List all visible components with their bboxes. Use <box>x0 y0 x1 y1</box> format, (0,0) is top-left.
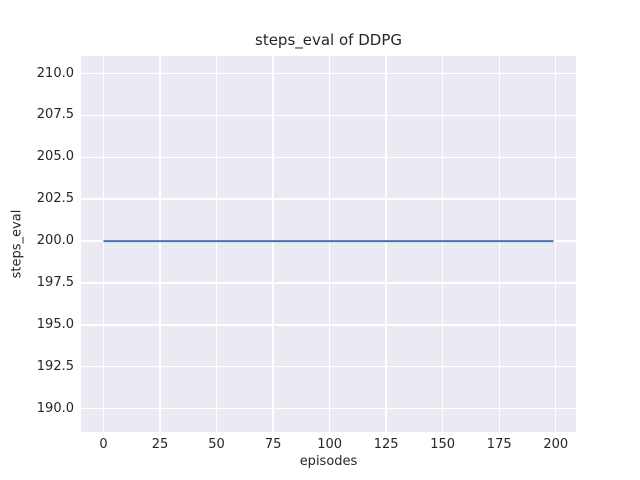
x-tick-label: 0 <box>99 437 108 452</box>
gridline-vertical <box>441 56 444 432</box>
y-tick-label: 207.5 <box>36 107 74 123</box>
gridline-vertical <box>385 56 387 432</box>
gridline-vertical <box>328 56 331 432</box>
gridline-vertical <box>102 56 105 432</box>
y-tick-label: 210.0 <box>36 65 74 81</box>
gridline-horizontal <box>81 72 576 75</box>
x-tick-label: 150 <box>430 437 456 452</box>
y-tick-label: 205.0 <box>36 149 74 165</box>
gridline-vertical <box>498 56 500 432</box>
y-tick-label: 192.5 <box>36 358 74 374</box>
gridline-vertical <box>555 56 557 432</box>
plot-area <box>81 56 576 432</box>
x-tick-label: 50 <box>208 437 225 452</box>
gridline-horizontal <box>81 407 576 410</box>
x-tick-label: 200 <box>543 437 569 452</box>
gridline-horizontal <box>81 198 576 200</box>
y-tick-label: 195.0 <box>36 316 74 332</box>
gridline-horizontal <box>81 324 576 326</box>
gridline-horizontal <box>81 114 576 117</box>
series-layer <box>103 240 554 243</box>
y-tick-label: 202.5 <box>36 191 74 207</box>
x-tick-label: 125 <box>373 437 399 452</box>
x-tick-label: 75 <box>264 437 282 452</box>
gridline-vertical <box>272 56 274 432</box>
x-tick-label: 25 <box>151 437 169 452</box>
gridline-horizontal <box>81 282 576 284</box>
gridline-horizontal <box>81 156 576 159</box>
gridline-horizontal <box>81 365 576 368</box>
gridline-vertical <box>159 56 161 432</box>
x-tick-label: 175 <box>486 437 512 452</box>
chart-title: steps_eval of DDPG <box>255 31 402 49</box>
x-axis-label: episodes <box>299 454 358 469</box>
x-tick-label: 100 <box>317 437 343 452</box>
gridline-vertical <box>215 56 218 432</box>
y-tick-label: 197.5 <box>36 274 74 290</box>
y-tick-label: 190.0 <box>36 400 74 416</box>
y-tick-label: 200.0 <box>36 233 74 249</box>
